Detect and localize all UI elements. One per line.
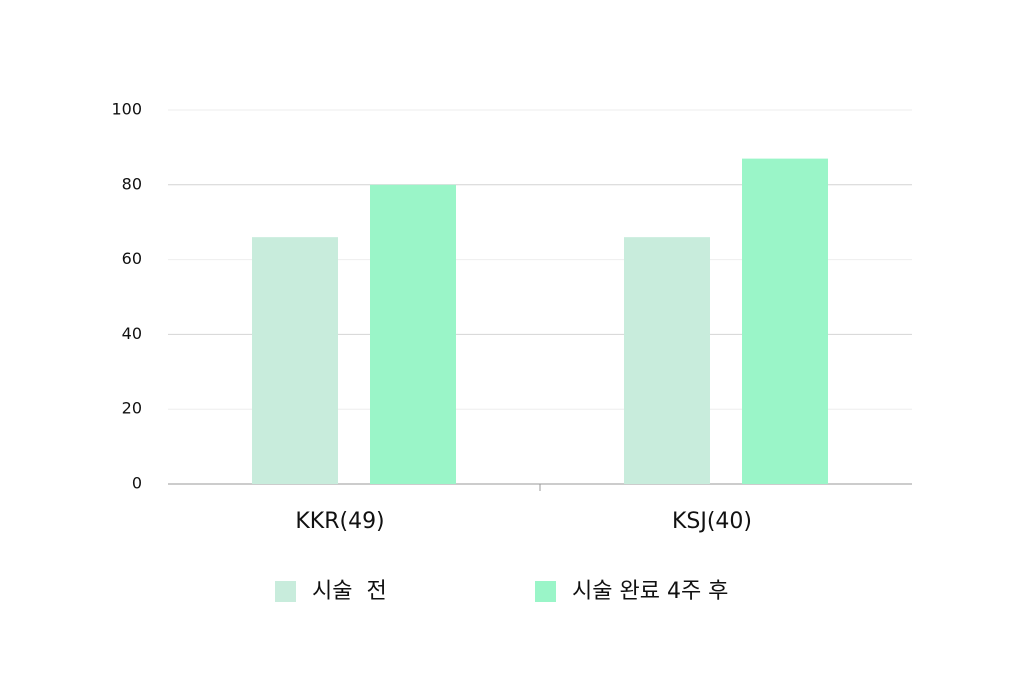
y-tick-label: 100 [111,100,142,119]
y-tick-label: 0 [132,474,142,493]
y-tick-label: 40 [122,324,142,343]
x-tick-label: KKR(49) [295,509,384,534]
y-tick-label: 60 [122,249,142,268]
y-tick-label: 20 [122,399,142,418]
legend-swatch [275,581,296,602]
bar [370,184,456,485]
legend-swatch [535,581,556,602]
bar [742,158,828,484]
y-tick-label: 80 [122,174,142,193]
bar [252,237,338,484]
x-tick-label: KSJ(40) [672,509,752,534]
legend-label: 시술 완료 4주 후 [572,579,728,604]
bar [624,237,710,484]
legend-label: 시술 전 [312,579,387,604]
